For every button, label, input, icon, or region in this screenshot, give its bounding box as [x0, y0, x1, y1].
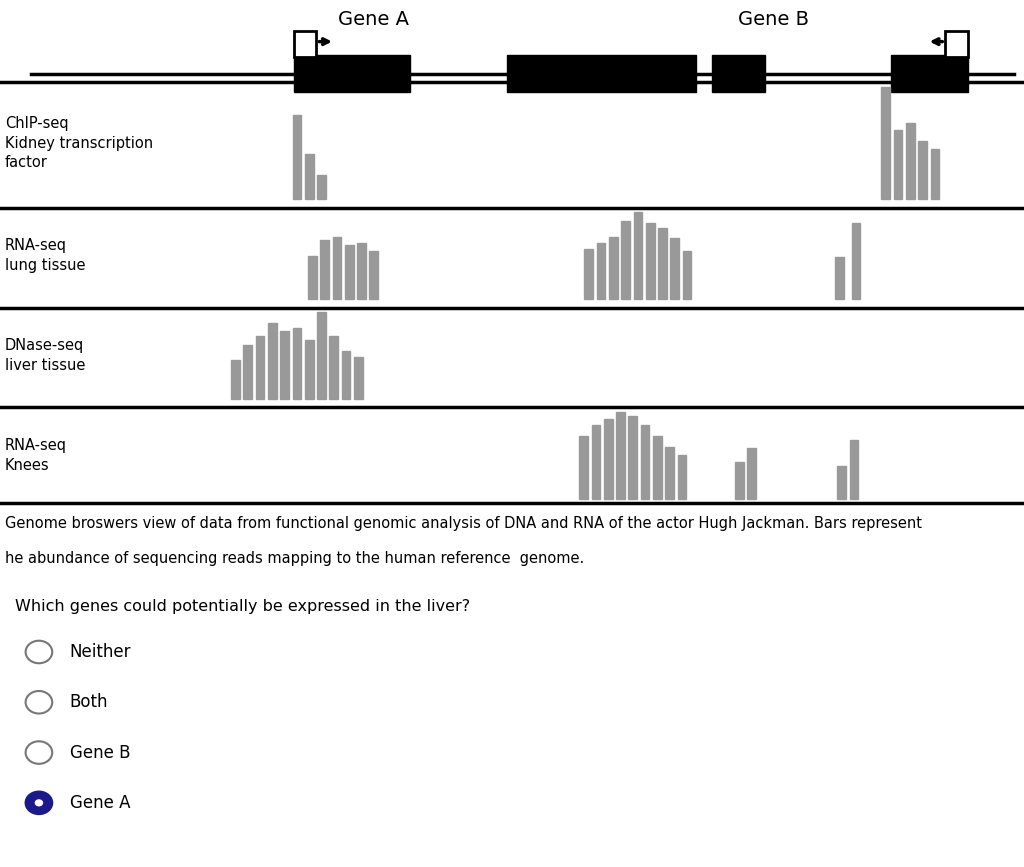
- Bar: [268, 323, 276, 399]
- Bar: [683, 251, 691, 299]
- Text: he abundance of sequencing reads mapping to the human reference  genome.: he abundance of sequencing reads mapping…: [5, 551, 585, 565]
- Bar: [256, 336, 264, 399]
- Bar: [354, 357, 362, 399]
- Bar: [294, 55, 410, 92]
- Bar: [231, 360, 240, 399]
- Bar: [894, 129, 902, 199]
- Text: Neither: Neither: [70, 643, 131, 661]
- Circle shape: [26, 741, 52, 764]
- Bar: [333, 237, 341, 299]
- Text: Gene B: Gene B: [70, 744, 130, 761]
- Text: DNase-seq
liver tissue: DNase-seq liver tissue: [5, 338, 85, 373]
- Bar: [294, 31, 316, 57]
- Bar: [345, 245, 353, 299]
- Text: Gene A: Gene A: [70, 794, 130, 812]
- Bar: [882, 87, 890, 199]
- Text: ChIP-seq
Kidney transcription
factor: ChIP-seq Kidney transcription factor: [5, 116, 154, 170]
- Bar: [945, 31, 968, 57]
- Bar: [308, 256, 316, 299]
- Bar: [317, 312, 326, 399]
- Text: Both: Both: [70, 694, 109, 711]
- Text: Which genes could potentially be expressed in the liver?: Which genes could potentially be express…: [15, 599, 470, 615]
- Bar: [585, 249, 593, 299]
- Bar: [906, 123, 914, 199]
- Circle shape: [26, 641, 52, 663]
- Bar: [293, 114, 301, 199]
- Text: RNA-seq
Knees: RNA-seq Knees: [5, 438, 68, 473]
- Bar: [666, 447, 674, 499]
- Bar: [678, 455, 686, 499]
- Bar: [671, 238, 679, 299]
- Bar: [342, 351, 350, 399]
- Bar: [658, 228, 667, 299]
- Bar: [305, 340, 313, 399]
- Bar: [641, 425, 649, 499]
- Bar: [592, 425, 600, 499]
- Bar: [357, 243, 366, 299]
- Bar: [712, 55, 765, 92]
- Bar: [604, 419, 612, 499]
- Bar: [919, 140, 927, 199]
- Bar: [609, 237, 617, 299]
- Bar: [838, 466, 846, 499]
- Bar: [748, 448, 756, 499]
- Circle shape: [35, 799, 43, 806]
- Bar: [317, 174, 326, 199]
- Bar: [735, 462, 743, 499]
- Bar: [850, 440, 858, 499]
- Bar: [931, 148, 939, 199]
- Bar: [281, 331, 289, 399]
- Bar: [852, 223, 860, 299]
- Bar: [616, 412, 625, 499]
- Bar: [597, 243, 605, 299]
- Bar: [330, 336, 338, 399]
- Bar: [305, 154, 313, 199]
- Circle shape: [26, 792, 52, 814]
- Text: Gene B: Gene B: [737, 10, 809, 29]
- Bar: [653, 436, 662, 499]
- Bar: [634, 212, 642, 299]
- Bar: [293, 328, 301, 399]
- Bar: [580, 436, 588, 499]
- Bar: [622, 221, 630, 299]
- Bar: [891, 55, 968, 92]
- Text: RNA-seq
lung tissue: RNA-seq lung tissue: [5, 238, 86, 273]
- Bar: [646, 223, 654, 299]
- Text: Genome broswers view of data from functional genomic analysis of DNA and RNA of : Genome broswers view of data from functi…: [5, 516, 923, 531]
- Bar: [370, 251, 378, 299]
- Bar: [244, 345, 252, 399]
- Bar: [321, 240, 329, 299]
- Bar: [507, 55, 696, 92]
- Bar: [629, 416, 637, 499]
- Text: Gene A: Gene A: [338, 10, 410, 29]
- Circle shape: [26, 691, 52, 714]
- Bar: [836, 257, 844, 299]
